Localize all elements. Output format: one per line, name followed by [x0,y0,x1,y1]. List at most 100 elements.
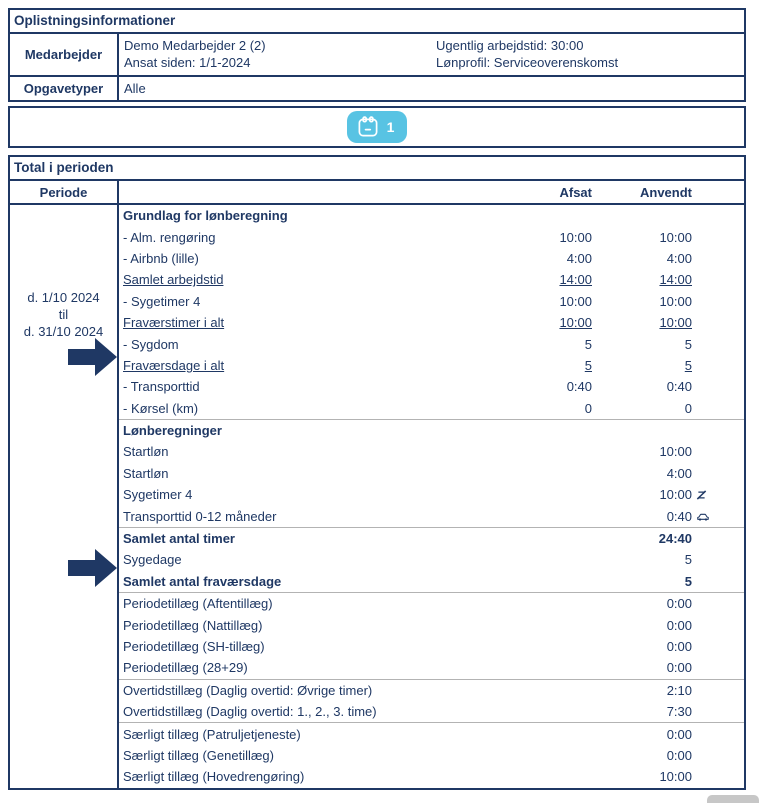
period-til: til [58,307,69,322]
row-label: Overtidstillæg (Daglig overtid: 1., 2., … [123,704,377,720]
period-table-header: Periode Afsat Anvendt [10,181,744,205]
table-row: Overtidstillæg (Daglig overtid: 1., 2., … [119,701,744,722]
group-divider [119,592,744,594]
period-from: d. 1/10 2024 [27,290,100,305]
table-row: Periodetillæg (Nattillæg) 0:00 [119,614,744,635]
table-row: Sygedage 5 [119,549,744,570]
row-anvendt-value: 5 [684,552,692,568]
row-label: - Sygetimer 4 [123,293,201,309]
row-label: Særligt tillæg (Hovedrengøring) [123,769,305,785]
row-afsat-value: 10:00 [559,293,592,309]
row-label: Periodetillæg (Nattillæg) [123,617,263,633]
table-row: - Airbnb (lille) 4:00 4:00 [119,248,744,269]
row-label: Fraværsdage i alt [123,357,225,373]
info-table: Oplistningsinformationer Medarbejder Dem… [8,8,746,102]
row-label: Fraværstimer i alt [123,315,225,331]
row-afsat-value: 5 [584,357,592,373]
row-anvendt-value: 0:00 [666,617,692,633]
column-header-anvendt: Anvendt [640,184,692,200]
column-header-periode: Periode [10,181,119,203]
calendar-icon [356,115,380,139]
table-row: Fraværstimer i alt 10:00 10:00 [119,312,744,333]
row-label: Transporttid 0-12 måneder [123,508,277,524]
row-label: Sygedage [123,552,182,568]
row-label: - Transporttid [123,379,200,395]
row-icon-slot [692,489,744,501]
row-label: - Alm. rengøring [123,229,216,245]
table-row: - Kørsel (km) 0 0 [119,398,744,419]
row-label: Periodetillæg (Aftentillæg) [123,596,273,612]
employee-pay-profile: Lønprofil: Serviceoverenskomst [436,55,619,70]
row-anvendt-value: 2:10 [666,682,692,698]
row-anvendt-value: 0:40 [666,508,692,524]
row-anvendt-value: 24:40 [658,531,692,547]
row-label: Periodetillæg (28+29) [123,660,248,676]
row-anvendt-value: 10:00 [659,487,692,503]
row-afsat-value: 5 [584,336,592,352]
group-divider [119,418,744,420]
period-table: Total i perioden Periode Afsat Anvendt d… [8,155,746,790]
row-anvendt-value: 0:00 [666,726,692,742]
row-anvendt-value: 7:30 [666,704,692,720]
period-range: d. 1/10 2024 til d. 31/10 2024 [10,289,117,340]
car-icon [697,513,709,521]
employee-name: Demo Medarbejder 2 (2) [124,38,266,53]
table-row: Sygetimer 4 10:00 [119,484,744,505]
table-row: - Sygdom 5 5 [119,333,744,354]
arrow-right-icon [68,338,117,376]
employee-hired-since: Ansat siden: 1/1-2024 [124,55,251,70]
employee-row: Medarbejder Demo Medarbejder 2 (2) Ansat… [10,34,744,77]
table-row: Samlet antal fraværsdage 5 [119,571,744,592]
row-label: Samlet antal timer [123,531,235,547]
row-label: Lønberegninger [123,423,222,439]
task-types-label: Opgavetyper [10,77,119,100]
scrollbar-thumb[interactable] [707,795,759,803]
row-label: Sygetimer 4 [123,487,193,503]
table-row: Startløn 4:00 [119,463,744,484]
table-row: Overtidstillæg (Daglig overtid: Øvrige t… [119,680,744,701]
table-row: Periodetillæg (SH-tillæg) 0:00 [119,636,744,657]
table-row: - Alm. rengøring 10:00 10:00 [119,226,744,247]
table-row: - Sygetimer 4 10:00 10:00 [119,291,744,312]
row-anvendt-value: 4:00 [666,465,692,481]
row-afsat-value: 10:00 [559,229,592,245]
calendar-count: 1 [386,119,395,135]
row-label: Særligt tillæg (Genetillæg) [123,747,274,763]
table-row: Startløn 10:00 [119,441,744,462]
table-row: Lønberegninger [119,420,744,441]
row-anvendt-value: 0:00 [666,747,692,763]
row-label: Startløn [123,444,169,460]
toolbar: 1 [8,106,746,148]
calendar-button[interactable]: 1 [346,111,408,143]
group-divider [119,526,744,528]
period-table-title: Total i perioden [10,157,744,181]
group-divider [119,722,744,724]
table-row: Fraværsdage i alt 5 5 [119,355,744,376]
table-row: Periodetillæg (28+29) 0:00 [119,657,744,678]
period-cell: d. 1/10 2024 til d. 31/10 2024 [10,205,119,788]
table-row: - Transporttid 0:40 0:40 [119,376,744,397]
task-types-value: Alle [124,81,146,96]
row-anvendt-value: 0:00 [666,596,692,612]
row-label: Grundlag for lønberegning [123,208,288,224]
row-anvendt-value: 10:00 [659,444,692,460]
row-anvendt-value: 10:00 [659,229,692,245]
row-anvendt-value: 4:00 [666,250,692,266]
row-afsat-value: 10:00 [559,315,592,331]
row-anvendt-value: 10:00 [659,769,692,785]
table-row: Særligt tillæg (Patruljetjeneste) 0:00 [119,723,744,744]
row-anvendt-value: 14:00 [659,272,692,288]
row-label: Overtidstillæg (Daglig overtid: Øvrige t… [123,682,373,698]
info-table-title: Oplistningsinformationer [10,10,744,34]
row-afsat-value: 14:00 [559,272,592,288]
row-anvendt-value: 0 [684,400,692,416]
employee-label: Medarbejder [10,34,119,75]
table-row: Grundlag for lønberegning [119,205,744,226]
task-types-row: Opgavetyper Alle [10,77,744,100]
table-row: Særligt tillæg (Hovedrengøring) 10:00 [119,766,744,787]
arrow-right-icon [68,549,117,587]
row-label: Periodetillæg (SH-tillæg) [123,639,265,654]
row-afsat-value: 4:00 [566,250,592,266]
row-label: Startløn [123,465,169,481]
sick-leave-icon [696,490,707,500]
